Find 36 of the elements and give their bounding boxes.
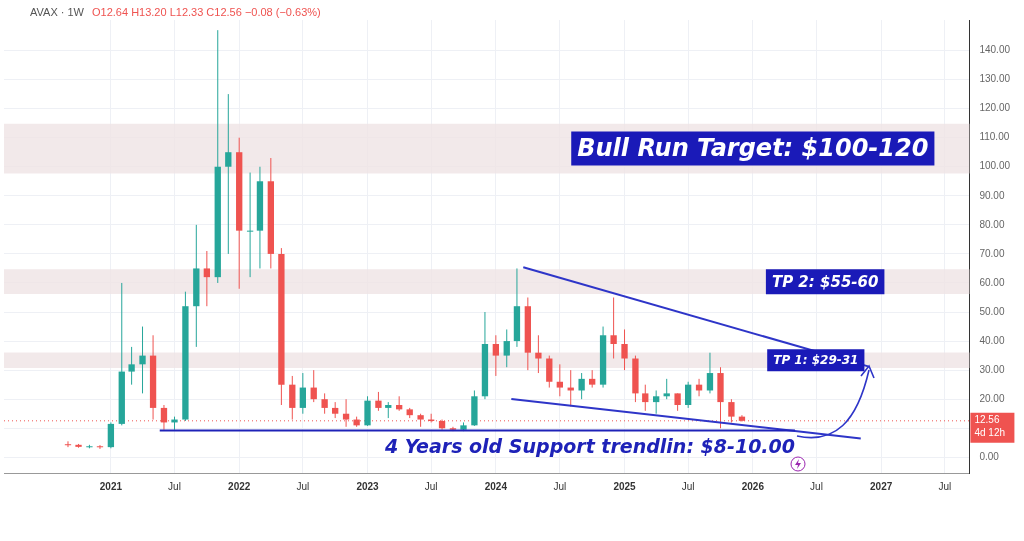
band-label: TP 2: $55-60 [771, 272, 879, 291]
x-tick-label: Jul [296, 480, 310, 492]
x-tick-label: Jul [938, 480, 952, 492]
y-tick-label: 100.00 [979, 160, 1011, 172]
y-tick-label: 90.00 [979, 189, 1005, 201]
y-tick-label: 40.00 [979, 334, 1005, 346]
y-tick-label: 30.00 [979, 363, 1005, 375]
y-tick-label: 110.00 [979, 131, 1010, 143]
y-tick-label: 70.00 [979, 247, 1005, 259]
y-tick-label: 140.00 [979, 44, 1011, 56]
text: 4d 12h [974, 426, 1006, 438]
y-tick-label: 80.00 [979, 218, 1005, 230]
series-label: 4 Years old Support trendlin: $8-10.00 [383, 435, 796, 458]
x-tick-label: 2024 [484, 480, 508, 492]
band-label: Bull Run Target: $100-120 [577, 133, 929, 162]
ref-line-label: 12.56 [974, 413, 1000, 425]
x-tick-label: 2027 [870, 480, 893, 492]
x-tick-label: 2021 [99, 480, 123, 492]
x-tick-label: Jul [553, 480, 567, 492]
x-tick-label: 2023 [356, 480, 380, 492]
chart-subtitle: O12.64 H13.20 L12.33 C12.56 −0.08 (−0.63%) [92, 6, 321, 18]
x-tick-label: 2022 [228, 480, 251, 492]
x-tick-label: Jul [810, 480, 823, 492]
y-tick-label: 0.00 [979, 451, 1000, 463]
y-tick-label: 120.00 [979, 102, 1011, 114]
x-tick-label: 2026 [741, 480, 765, 492]
y-tick-label: 130.00 [979, 73, 1011, 85]
x-tick-label: Jul [424, 480, 438, 492]
x-tick-label: Jul [168, 480, 181, 492]
y-tick-label: 50.00 [979, 305, 1005, 317]
x-tick-label: Jul [681, 480, 695, 492]
y-tick-label: 20.00 [979, 392, 1005, 404]
y-tick-label: 60.00 [979, 276, 1005, 288]
band-label: TP 1: $29-31 [773, 353, 859, 368]
x-tick-label: 2025 [613, 480, 637, 492]
chart-title: AVAX · 1W [30, 6, 84, 18]
